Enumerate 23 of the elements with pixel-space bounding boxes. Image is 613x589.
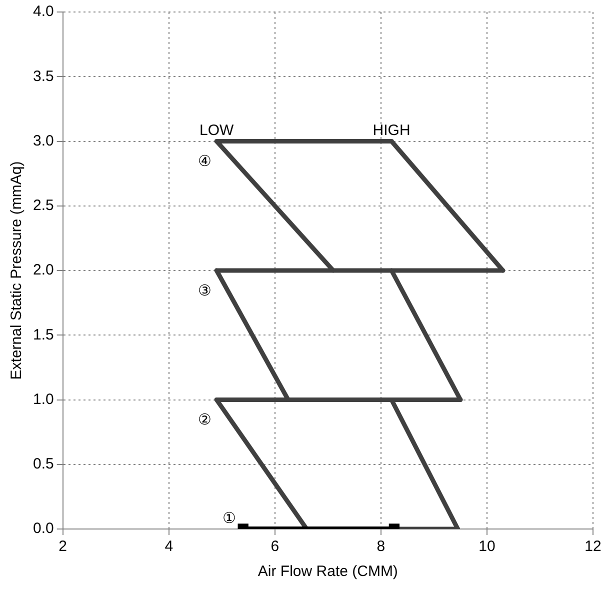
x-tick-label: 2 <box>58 538 68 556</box>
annotation: ② <box>198 412 211 429</box>
x-tick-label: 12 <box>584 538 602 556</box>
y-tick-label: 0.5 <box>32 456 54 473</box>
y-tick-label: 1.0 <box>32 390 54 408</box>
x-tick-label: 10 <box>478 538 496 556</box>
y-tick-label: 2.5 <box>32 197 54 214</box>
annotation: LOW <box>200 122 235 139</box>
y-tick-label: 1.5 <box>32 326 54 344</box>
annotation: ③ <box>198 282 211 300</box>
y-tick-label: 3.0 <box>32 132 54 150</box>
annotation: ④ <box>198 153 211 170</box>
y-tick-label: 0.0 <box>32 520 54 538</box>
x-tick-label: 8 <box>376 538 386 556</box>
annotation: HIGH <box>372 122 410 139</box>
x-axis-title: Air Flow Rate (CMM) <box>258 563 398 580</box>
y-tick-label: 3.5 <box>32 68 54 85</box>
y-tick-label: 4.0 <box>32 3 54 20</box>
y-tick-label: 2.0 <box>32 262 54 279</box>
y-axis-title: External Static Pressure (mmAq) <box>8 161 26 380</box>
annotation: ① <box>222 510 236 527</box>
x-tick-label: 4 <box>164 538 174 556</box>
x-tick-label: 6 <box>270 538 280 556</box>
